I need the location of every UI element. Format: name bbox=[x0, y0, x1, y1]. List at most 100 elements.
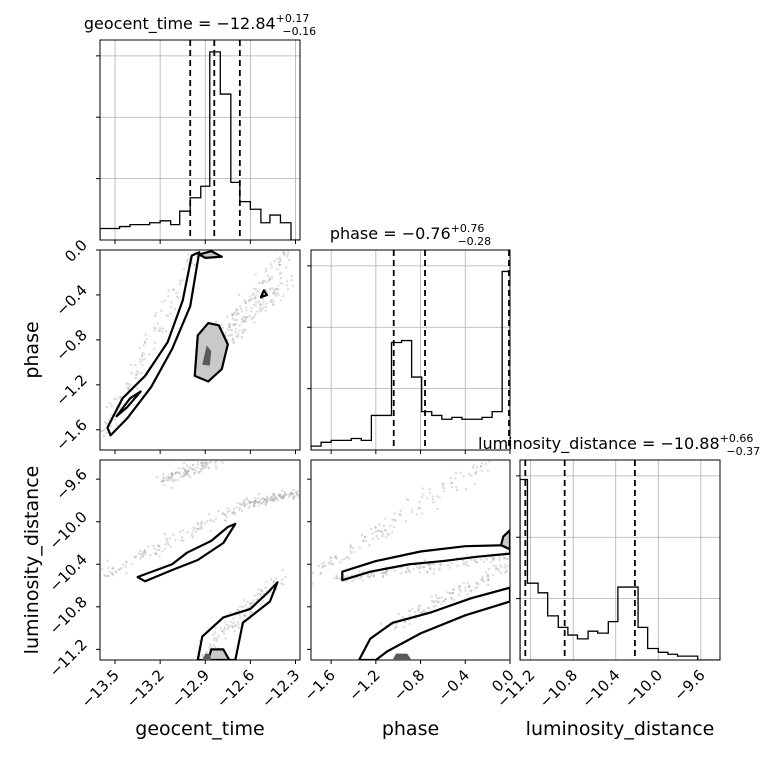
x-tick-label-phase: −1.2 bbox=[345, 666, 383, 704]
sample-point bbox=[224, 331, 227, 334]
sample-point bbox=[224, 456, 226, 458]
sample-point bbox=[232, 340, 235, 343]
sample-point bbox=[171, 533, 175, 536]
sample-point bbox=[228, 334, 231, 337]
sample-point bbox=[442, 600, 446, 603]
sample-point bbox=[144, 552, 147, 555]
sample-point bbox=[228, 328, 231, 331]
sample-point bbox=[380, 530, 384, 533]
sample-point bbox=[183, 473, 187, 477]
sample-point bbox=[185, 471, 188, 475]
sample-point bbox=[322, 565, 325, 568]
sample-point bbox=[235, 506, 238, 509]
sample-point bbox=[242, 319, 245, 322]
sample-point bbox=[275, 294, 278, 298]
sample-point bbox=[110, 572, 114, 575]
sample-point bbox=[141, 555, 144, 559]
sample-point bbox=[349, 545, 353, 548]
marks-layer bbox=[100, 40, 720, 660]
contour-band bbox=[341, 544, 510, 582]
sample-point bbox=[320, 562, 324, 566]
sample-point bbox=[125, 571, 128, 575]
sample-point bbox=[282, 250, 285, 254]
sample-point bbox=[404, 620, 407, 624]
sample-point bbox=[127, 387, 131, 391]
sample-point bbox=[191, 250, 195, 251]
sample-point bbox=[283, 493, 287, 496]
sample-point bbox=[227, 324, 231, 328]
panel-frame bbox=[519, 459, 721, 661]
sample-point bbox=[172, 288, 175, 291]
sample-point bbox=[272, 300, 275, 303]
panel-frame bbox=[99, 249, 301, 451]
sample-point bbox=[233, 512, 237, 516]
sample-point bbox=[192, 526, 195, 530]
sample-point bbox=[166, 315, 170, 318]
sample-point bbox=[361, 579, 365, 582]
sample-point bbox=[421, 565, 424, 568]
sample-point bbox=[256, 597, 259, 601]
sample-point bbox=[223, 621, 226, 624]
sample-point bbox=[381, 575, 385, 579]
sample-point bbox=[172, 478, 175, 482]
sample-point bbox=[277, 263, 281, 267]
sample-point bbox=[202, 467, 205, 470]
sample-point bbox=[269, 300, 272, 304]
sample-point bbox=[229, 611, 232, 614]
sample-point bbox=[345, 580, 348, 583]
sample-point bbox=[139, 549, 142, 553]
sample-point bbox=[450, 481, 453, 485]
sample-point bbox=[265, 501, 268, 504]
sample-point bbox=[209, 460, 210, 461]
sample-point bbox=[135, 370, 138, 373]
sample-point bbox=[498, 556, 501, 559]
sample-point bbox=[410, 508, 413, 512]
sample-point bbox=[492, 558, 495, 562]
sample-point bbox=[189, 245, 191, 247]
sample-point bbox=[143, 549, 147, 552]
sample-point bbox=[170, 473, 173, 476]
sample-point bbox=[382, 571, 385, 574]
sample-point bbox=[228, 624, 231, 628]
sample-point bbox=[154, 552, 158, 556]
sample-point bbox=[208, 519, 212, 522]
sample-point bbox=[475, 586, 479, 589]
sample-point bbox=[190, 243, 192, 245]
sample-point bbox=[362, 539, 365, 542]
histogram-panel-geocent_time bbox=[96, 39, 301, 241]
sample-point bbox=[470, 589, 473, 592]
sample-point bbox=[185, 260, 188, 263]
sample-point bbox=[327, 561, 330, 564]
panel-title-sup: +0.76 bbox=[451, 222, 485, 235]
sample-point bbox=[504, 563, 507, 567]
sample-point bbox=[421, 493, 425, 496]
sample-point bbox=[244, 604, 248, 607]
sample-point bbox=[427, 606, 431, 610]
sample-point bbox=[225, 623, 228, 627]
scatter-panel-luminosity_distance-vs-phase bbox=[307, 459, 511, 664]
sample-point bbox=[260, 281, 264, 285]
sample-point bbox=[191, 536, 194, 539]
sample-point bbox=[422, 608, 426, 612]
sample-point bbox=[272, 492, 275, 495]
sample-point bbox=[284, 493, 288, 497]
sample-point bbox=[271, 498, 274, 501]
sample-point bbox=[232, 323, 235, 327]
sample-point bbox=[271, 497, 275, 501]
sample-point bbox=[353, 577, 356, 581]
sample-point bbox=[124, 560, 128, 563]
sample-point bbox=[369, 527, 373, 531]
sample-point bbox=[268, 288, 271, 292]
sample-point bbox=[154, 341, 157, 345]
sample-point bbox=[173, 473, 177, 476]
sample-point bbox=[225, 515, 228, 518]
sample-point bbox=[180, 536, 184, 539]
sample-point bbox=[321, 566, 324, 569]
sample-point bbox=[167, 474, 170, 478]
sample-point bbox=[328, 562, 332, 565]
sample-point bbox=[297, 495, 300, 498]
sample-point bbox=[211, 455, 213, 457]
sample-point bbox=[404, 519, 408, 523]
contour-lower bbox=[357, 586, 510, 660]
sample-point bbox=[364, 539, 368, 543]
